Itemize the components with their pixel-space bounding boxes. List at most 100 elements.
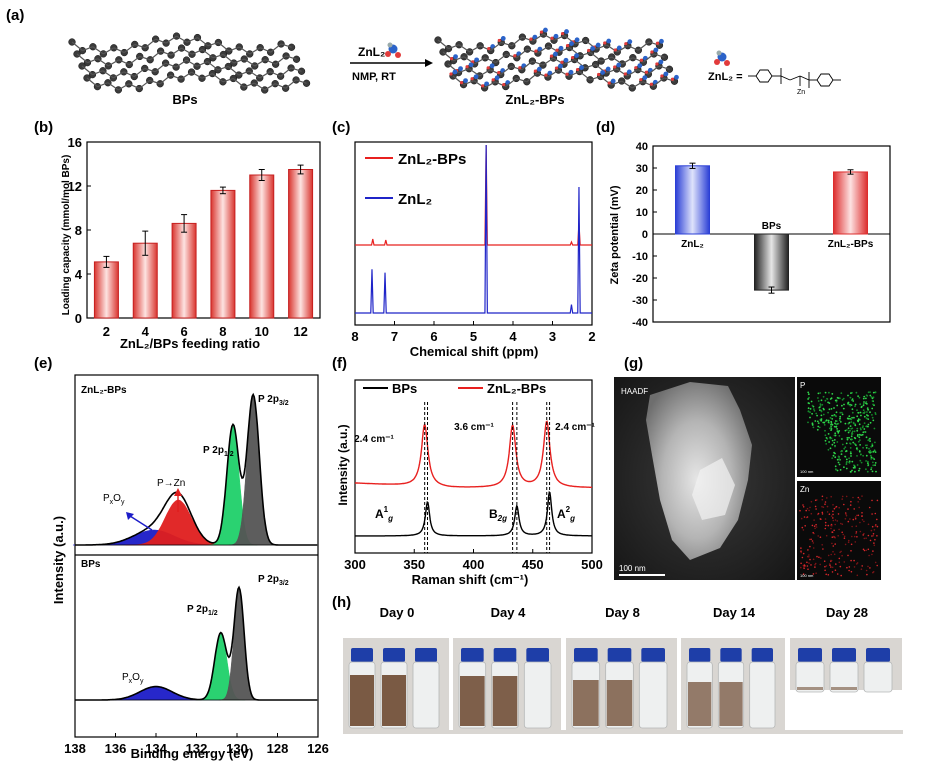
zn-map-dot [845,513,847,515]
bp-bond [521,60,533,71]
p-map-dot [872,461,874,464]
zn-map-dot [843,535,846,538]
zn-map-dot [822,506,825,509]
zn-map-dot [852,518,855,521]
zn-map-dot [865,549,868,552]
vial-body [829,661,859,693]
zn-map-dot [862,548,865,551]
zn-map-dot [863,520,865,523]
znl2-zn-atom [489,63,495,69]
chart-c-xtick-label: 6 [430,329,437,344]
p-map-dot [837,461,840,464]
chart-b-ytick-label: 4 [75,267,83,282]
p-map-dot [852,466,855,469]
zn-map-dot [815,523,817,526]
znl2-o-atom [597,72,601,77]
vial-cap [383,648,405,662]
bp-bond [197,37,209,47]
p-map-dot [829,447,832,450]
p-map-dot [840,450,842,453]
chart-f-legend-label: ZnL₂-BPs [487,381,546,396]
p-map-dot [807,393,810,396]
bp-bond [108,59,120,67]
chart-e-xlabel: Binding energy (eV) [131,746,254,761]
bp-bond [547,69,559,78]
p-map-dot [859,403,862,406]
pzn-arrow-head [174,488,182,496]
zn-map-dot [803,516,806,518]
p-map-dot [849,450,852,453]
znl2-o-atom [565,43,570,48]
znl2-zn-atom [606,38,612,44]
bp-bond [490,41,502,52]
p-map-dot [866,411,868,413]
chart-b-frame [86,141,321,319]
zn-map-dot [814,505,817,508]
p-map-dot [872,457,874,459]
p-map-dot [819,403,822,406]
p-map-dot [858,450,861,453]
p-map-dot [861,433,864,436]
zn-map-dot [832,519,835,522]
znl2-zn-atom [468,62,474,68]
zn-map-dot [820,557,822,559]
bp-bond [227,66,240,76]
p-map-dot [808,396,810,399]
raman-shift-label: 2.4 cm⁻¹ [354,434,394,445]
p-map-dot [834,422,836,425]
chart-e-xtick-label: 136 [105,741,127,756]
p-map-dot [869,450,872,453]
chart-c-frame [354,141,593,326]
zn-map-dot [853,566,856,568]
nmr-spectrum-chart: 8 7 6 5 4 3 2 ZnL₂-BPs ZnL₂ [351,141,596,344]
znl2-zn-atom [590,46,596,51]
p-map-dot [845,467,848,470]
panel-a: (a) BPs ZnL₂ NMP, RT ZnL₂-BPs ZnL₂ = [6,7,841,107]
zn-map-dot [876,525,879,528]
chart-c-xlabel: Chemical shift (ppm) [410,344,539,359]
zn-map-dot [852,496,854,499]
p-map-dot [868,447,870,450]
zn-map-dot [847,520,850,523]
zn-map-dot [831,571,834,573]
p-map-dot [836,458,839,461]
p-map-dot [816,414,818,417]
chart-d-ytick-label: -40 [632,317,648,329]
zn-map-dot [817,512,820,515]
p-map-dot [856,415,859,418]
chart-c-xtick-label: 3 [549,329,556,344]
zn-map-dot [801,526,804,529]
bp-bond [238,46,251,55]
bp-bond [128,55,141,66]
bp-bond [631,81,644,89]
haadf-flake [646,382,752,560]
p-map-dot [875,470,877,473]
p-map-dot [871,444,874,447]
zn-map-dot [856,514,858,517]
chart-d-ytick-label: 10 [636,207,648,219]
zn-map-dot [833,529,835,532]
p-map-dot [811,422,814,425]
zn-map-dot [808,556,810,558]
zn-map-dot [855,563,858,565]
p-map-dot [853,442,856,445]
bp-bond [243,58,256,67]
p-map-dot [828,408,831,411]
zn-map-dot [856,574,859,577]
bp-bond [637,41,650,51]
p-map-dot [867,425,869,428]
znl2-o-atom [644,70,648,74]
zn-map-dot [821,495,824,498]
panel-e-letter: (e) [34,355,52,372]
bp-bond [264,59,276,65]
zn-map-dot [868,506,871,509]
p-map-dot [824,434,827,437]
p-map-dot [858,433,861,436]
bp-bond [516,77,527,83]
zn-map-dot [834,536,836,539]
zn-map-dot [830,515,833,517]
bp-bond [500,65,512,76]
znl2-o-atom [570,55,575,60]
znl2-o-atom [560,60,564,64]
bp-bond [207,41,219,47]
